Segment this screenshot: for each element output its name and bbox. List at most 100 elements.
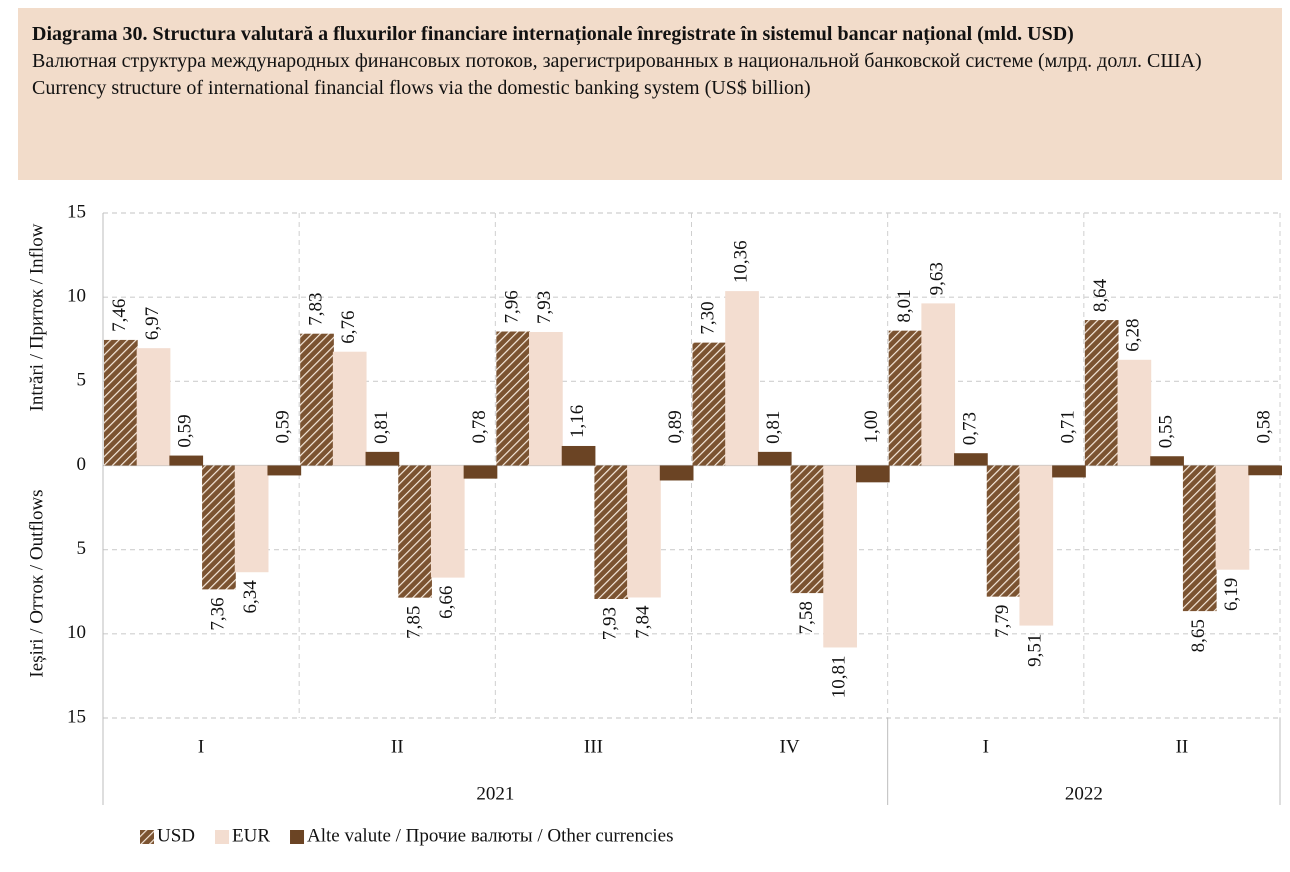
data-label: 8,65 <box>1188 619 1209 652</box>
data-label: 0,73 <box>959 412 980 445</box>
bar <box>725 291 759 466</box>
bar <box>234 465 269 573</box>
data-label: 0,71 <box>1057 410 1078 443</box>
legend-swatch <box>290 830 305 844</box>
bar <box>594 465 629 599</box>
bar <box>169 455 204 466</box>
x-tick-label: III <box>584 736 603 757</box>
y-tick-label: 0 <box>77 454 87 475</box>
bar <box>529 332 563 466</box>
data-label: 10,36 <box>730 240 751 283</box>
x-tick-label: I <box>983 736 989 757</box>
data-label: 7,58 <box>796 601 817 634</box>
bar <box>1248 465 1282 476</box>
data-label: 0,89 <box>665 410 686 443</box>
bar <box>627 465 661 598</box>
data-label: 6,97 <box>142 307 163 340</box>
bar <box>790 465 825 594</box>
y-tick-label: 10 <box>67 286 86 307</box>
bar <box>855 465 890 483</box>
data-label: 7,36 <box>207 597 228 630</box>
data-label: 0,59 <box>273 410 294 443</box>
bar <box>1117 359 1152 466</box>
bar <box>659 465 694 481</box>
year-label: 2022 <box>1065 783 1103 804</box>
x-tick-label: IV <box>780 736 800 757</box>
data-label: 6,28 <box>1123 319 1144 352</box>
data-label: 8,64 <box>1090 278 1111 312</box>
bar <box>823 465 857 648</box>
data-label: 7,79 <box>992 605 1013 638</box>
y-tick-label: 5 <box>77 538 87 559</box>
bar <box>986 465 1021 597</box>
data-label: 0,81 <box>763 411 784 444</box>
bar <box>300 333 334 466</box>
bar <box>561 445 596 466</box>
bar <box>1215 465 1250 570</box>
data-label: 6,34 <box>240 580 261 614</box>
data-label: 9,51 <box>1025 634 1046 667</box>
data-label: 0,58 <box>1254 410 1275 443</box>
data-label: 6,66 <box>436 586 457 619</box>
data-label: 8,01 <box>894 289 915 322</box>
bar <box>463 465 498 479</box>
data-label: 7,96 <box>502 290 523 323</box>
y-tick-label: 10 <box>67 622 86 643</box>
data-label: 7,85 <box>403 606 424 639</box>
subtitle: Currency structure of international fina… <box>32 77 811 99</box>
bar <box>267 465 302 476</box>
bar <box>1182 465 1217 612</box>
bar <box>430 465 465 578</box>
data-label: 7,84 <box>632 605 653 639</box>
chart-title: Diagrama 30. Structura valutară a fluxur… <box>32 23 1074 45</box>
legend-swatch <box>215 830 230 844</box>
bar <box>1019 465 1054 626</box>
bar <box>757 451 792 466</box>
data-label: 7,93 <box>600 607 621 640</box>
data-label: 10,81 <box>828 655 849 698</box>
y-tick-label: 15 <box>67 706 86 727</box>
data-label: 0,55 <box>1155 415 1176 448</box>
bar <box>1084 320 1119 466</box>
data-label: 6,19 <box>1221 578 1242 611</box>
bar <box>365 451 400 466</box>
bar <box>398 465 432 598</box>
x-tick-label: II <box>391 736 404 757</box>
legend-label: EUR <box>232 825 270 846</box>
legend-label: Alte valute / Прочие валюты / Other curr… <box>307 825 673 846</box>
legend-swatch <box>140 830 154 844</box>
bar <box>332 351 367 466</box>
data-label: 1,16 <box>567 405 588 438</box>
data-label: 9,63 <box>927 262 948 295</box>
x-tick-label: II <box>1176 736 1189 757</box>
y-tick-label: 15 <box>67 201 86 222</box>
legend-label: USD <box>157 825 195 846</box>
bar <box>136 348 171 466</box>
bar <box>496 331 531 466</box>
data-label: 7,30 <box>698 301 719 334</box>
bar <box>692 342 727 466</box>
chart-header: Diagrama 30. Structura valutară a fluxur… <box>18 8 1282 180</box>
data-label: 7,46 <box>109 299 130 332</box>
y-tick-label: 5 <box>77 370 87 391</box>
bar <box>104 339 138 466</box>
bar <box>1150 456 1184 466</box>
data-label: 0,78 <box>469 410 490 443</box>
data-label: 0,59 <box>175 414 196 447</box>
bar <box>202 465 236 590</box>
y-axis-label: Ieșiri / Отток / Outflows <box>26 489 47 677</box>
bar <box>1052 465 1086 478</box>
bar <box>888 330 923 466</box>
year-label: 2021 <box>476 783 514 804</box>
data-label: 6,76 <box>338 310 359 343</box>
y-axis-label: Intrări / Приток / Inflow <box>26 223 47 411</box>
x-tick-label: I <box>198 736 204 757</box>
data-label: 1,00 <box>861 410 882 443</box>
data-label: 7,83 <box>305 292 326 325</box>
data-label: 0,81 <box>371 411 392 444</box>
bar <box>954 453 988 466</box>
data-label: 7,93 <box>534 291 555 324</box>
subtitle: Валютная структура международных финансо… <box>32 50 1202 72</box>
